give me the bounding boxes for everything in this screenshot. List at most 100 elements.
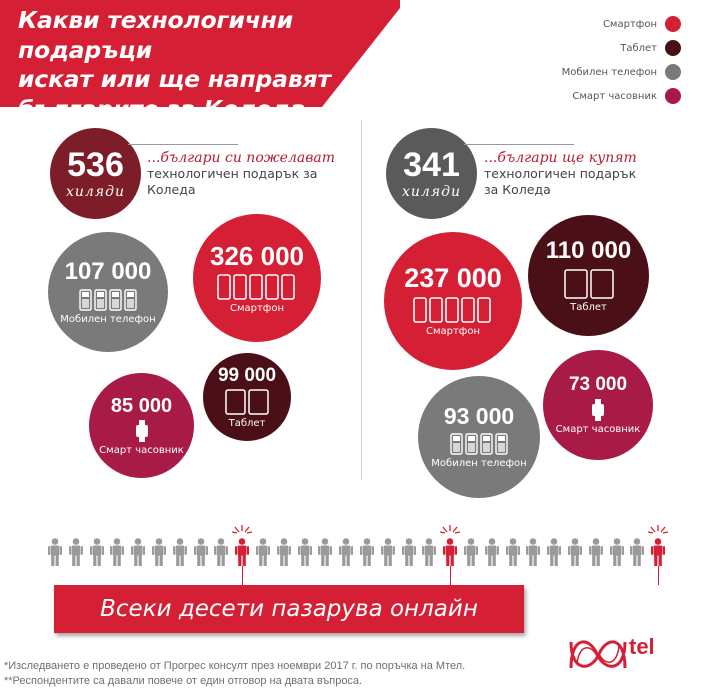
left-smartwatch-value: 85 000	[110, 394, 173, 417]
legend: Смартфон Таблет Мобилен телефон Смарт ча…	[562, 12, 681, 108]
footnote-2: **Респондентите са давали повече от един…	[4, 675, 363, 687]
person-highlighted-icon	[235, 538, 250, 566]
right-smartphone-label: Смартфон	[425, 326, 481, 337]
brand-logo: tel	[567, 628, 687, 680]
person-icon	[588, 538, 603, 566]
footnote-1: *Изследването е проведено от Прогрес кон…	[4, 660, 466, 672]
left-mobile-circle: 107 000 Мобилен телефон	[48, 232, 168, 352]
smartphone-icon	[217, 273, 295, 300]
mobile-phone-icons	[79, 288, 137, 311]
person-icon	[422, 538, 437, 566]
online-banner: Всеки десети пазарува онлайн	[54, 585, 524, 633]
legend-label-smartwatch: Смарт часовник	[572, 90, 657, 102]
left-description: ...българи си пожелават технологичен под…	[147, 150, 357, 198]
person-highlighted-icon	[443, 538, 458, 566]
title-line-1: Какви технологични подаръци	[18, 6, 293, 64]
left-total-unit: хиляди	[66, 183, 125, 200]
legend-dot-tablet	[665, 40, 681, 56]
person-icon	[131, 538, 146, 566]
legend-item-mobile: Мобилен телефон	[562, 60, 681, 84]
right-tablet-value: 110 000	[545, 236, 632, 264]
tablet-icon	[225, 388, 269, 415]
right-smartphone-value: 237 000	[404, 263, 502, 293]
legend-label-mobile: Мобилен телефон	[561, 66, 657, 78]
right-desc-accent: ...българи ще купят	[484, 150, 637, 166]
person-icon	[256, 538, 270, 566]
right-tablet-label: Таблет	[570, 301, 607, 313]
right-desc-line-2: за Коледа	[484, 182, 551, 197]
left-total-number: 536	[67, 145, 124, 184]
left-mobile-label: Мобилен телефон	[60, 313, 156, 325]
person-icon	[152, 538, 166, 566]
legend-label-tablet: Таблет	[620, 42, 657, 54]
legend-item-smartwatch: Смарт часовник	[562, 84, 681, 108]
title-line-3: българите за Коледа	[18, 94, 306, 123]
person-icon	[526, 538, 541, 566]
left-smartphone-label: Смартфон	[229, 302, 285, 314]
person-icon	[505, 538, 520, 566]
title-line-2: искат или ще направят	[18, 65, 331, 93]
connector-line	[450, 566, 452, 585]
person-icon	[89, 538, 104, 566]
person-icon	[172, 538, 187, 566]
left-total-circle: 536 хиляди	[50, 128, 141, 219]
left-desc-line-1: технологичен подарък за	[147, 166, 318, 181]
smartwatch-icon	[592, 399, 604, 421]
right-text-rule	[464, 144, 574, 145]
smartphone-icons	[217, 273, 297, 300]
left-tablet-value: 99 000	[217, 364, 277, 386]
person-icon	[401, 538, 416, 566]
person-icon	[193, 538, 208, 566]
right-mobile-label: Мобилен телефон	[431, 458, 527, 469]
title-banner-shape	[0, 0, 400, 107]
right-smartwatch-circle: 73 000 Смарт часовник	[543, 350, 653, 460]
tablet-icon	[563, 268, 614, 299]
person-icon	[48, 538, 62, 566]
right-total-circle: 341 хиляди	[386, 128, 477, 219]
legend-dot-smartphone	[665, 16, 681, 32]
right-description: ...българи ще купят технологичен подарък…	[484, 150, 694, 198]
left-tablet-circle: 99 000 Таблет	[203, 353, 291, 441]
legend-dot-smartwatch	[665, 88, 681, 104]
legend-dot-mobile	[665, 64, 681, 80]
person-icon	[360, 538, 374, 566]
right-mobile-value: 93 000	[443, 403, 515, 429]
right-smartwatch-label: Смарт часовник	[555, 424, 641, 435]
legend-item-tablet: Таблет	[562, 36, 681, 60]
alert-burst-icon	[232, 525, 253, 534]
left-smartwatch-label: Смарт часовник	[99, 444, 184, 456]
person-icon	[214, 538, 229, 566]
online-banner-text: Всеки десети пазарува онлайн	[100, 596, 478, 622]
person-icon	[276, 538, 291, 566]
person-icon	[297, 538, 312, 566]
brand-logo-icon	[569, 640, 627, 669]
right-mobile-circle: 93 000 Мобилен телефон	[418, 376, 540, 498]
person-icon	[110, 538, 125, 566]
title-banner: Какви технологични подаръци искат или ще…	[0, 0, 400, 123]
smartphone-icon	[413, 297, 491, 323]
left-mobile-value: 107 000	[64, 257, 152, 285]
alert-burst-icon	[648, 525, 669, 534]
right-smartwatch-value: 73 000	[568, 374, 628, 395]
brand-name: tel	[629, 634, 655, 659]
alert-burst-icon	[440, 525, 461, 534]
page-title: Какви технологични подаръци искат или ще…	[18, 6, 398, 124]
left-text-rule	[128, 144, 238, 145]
left-smartphone-value: 326 000	[210, 240, 304, 271]
left-smartphone-circle: 326 000 Смартфон	[193, 214, 321, 342]
person-icon	[484, 538, 499, 566]
right-total-number: 341	[403, 145, 460, 184]
left-smartwatch-circle: 85 000 Смарт часовник	[89, 373, 194, 478]
connector-line	[242, 566, 244, 585]
person-highlighted-icon	[651, 538, 666, 566]
left-desc-line-2: Коледа	[147, 182, 196, 197]
person-icon	[318, 538, 333, 566]
mobile-phone-icon	[450, 433, 508, 455]
smartwatch-icon	[135, 419, 148, 442]
person-icon	[68, 538, 83, 566]
person-icon	[380, 538, 395, 566]
connector-line	[658, 566, 660, 585]
left-tablet-label: Таблет	[228, 417, 266, 429]
person-icon	[547, 538, 562, 566]
person-icon	[464, 538, 478, 566]
